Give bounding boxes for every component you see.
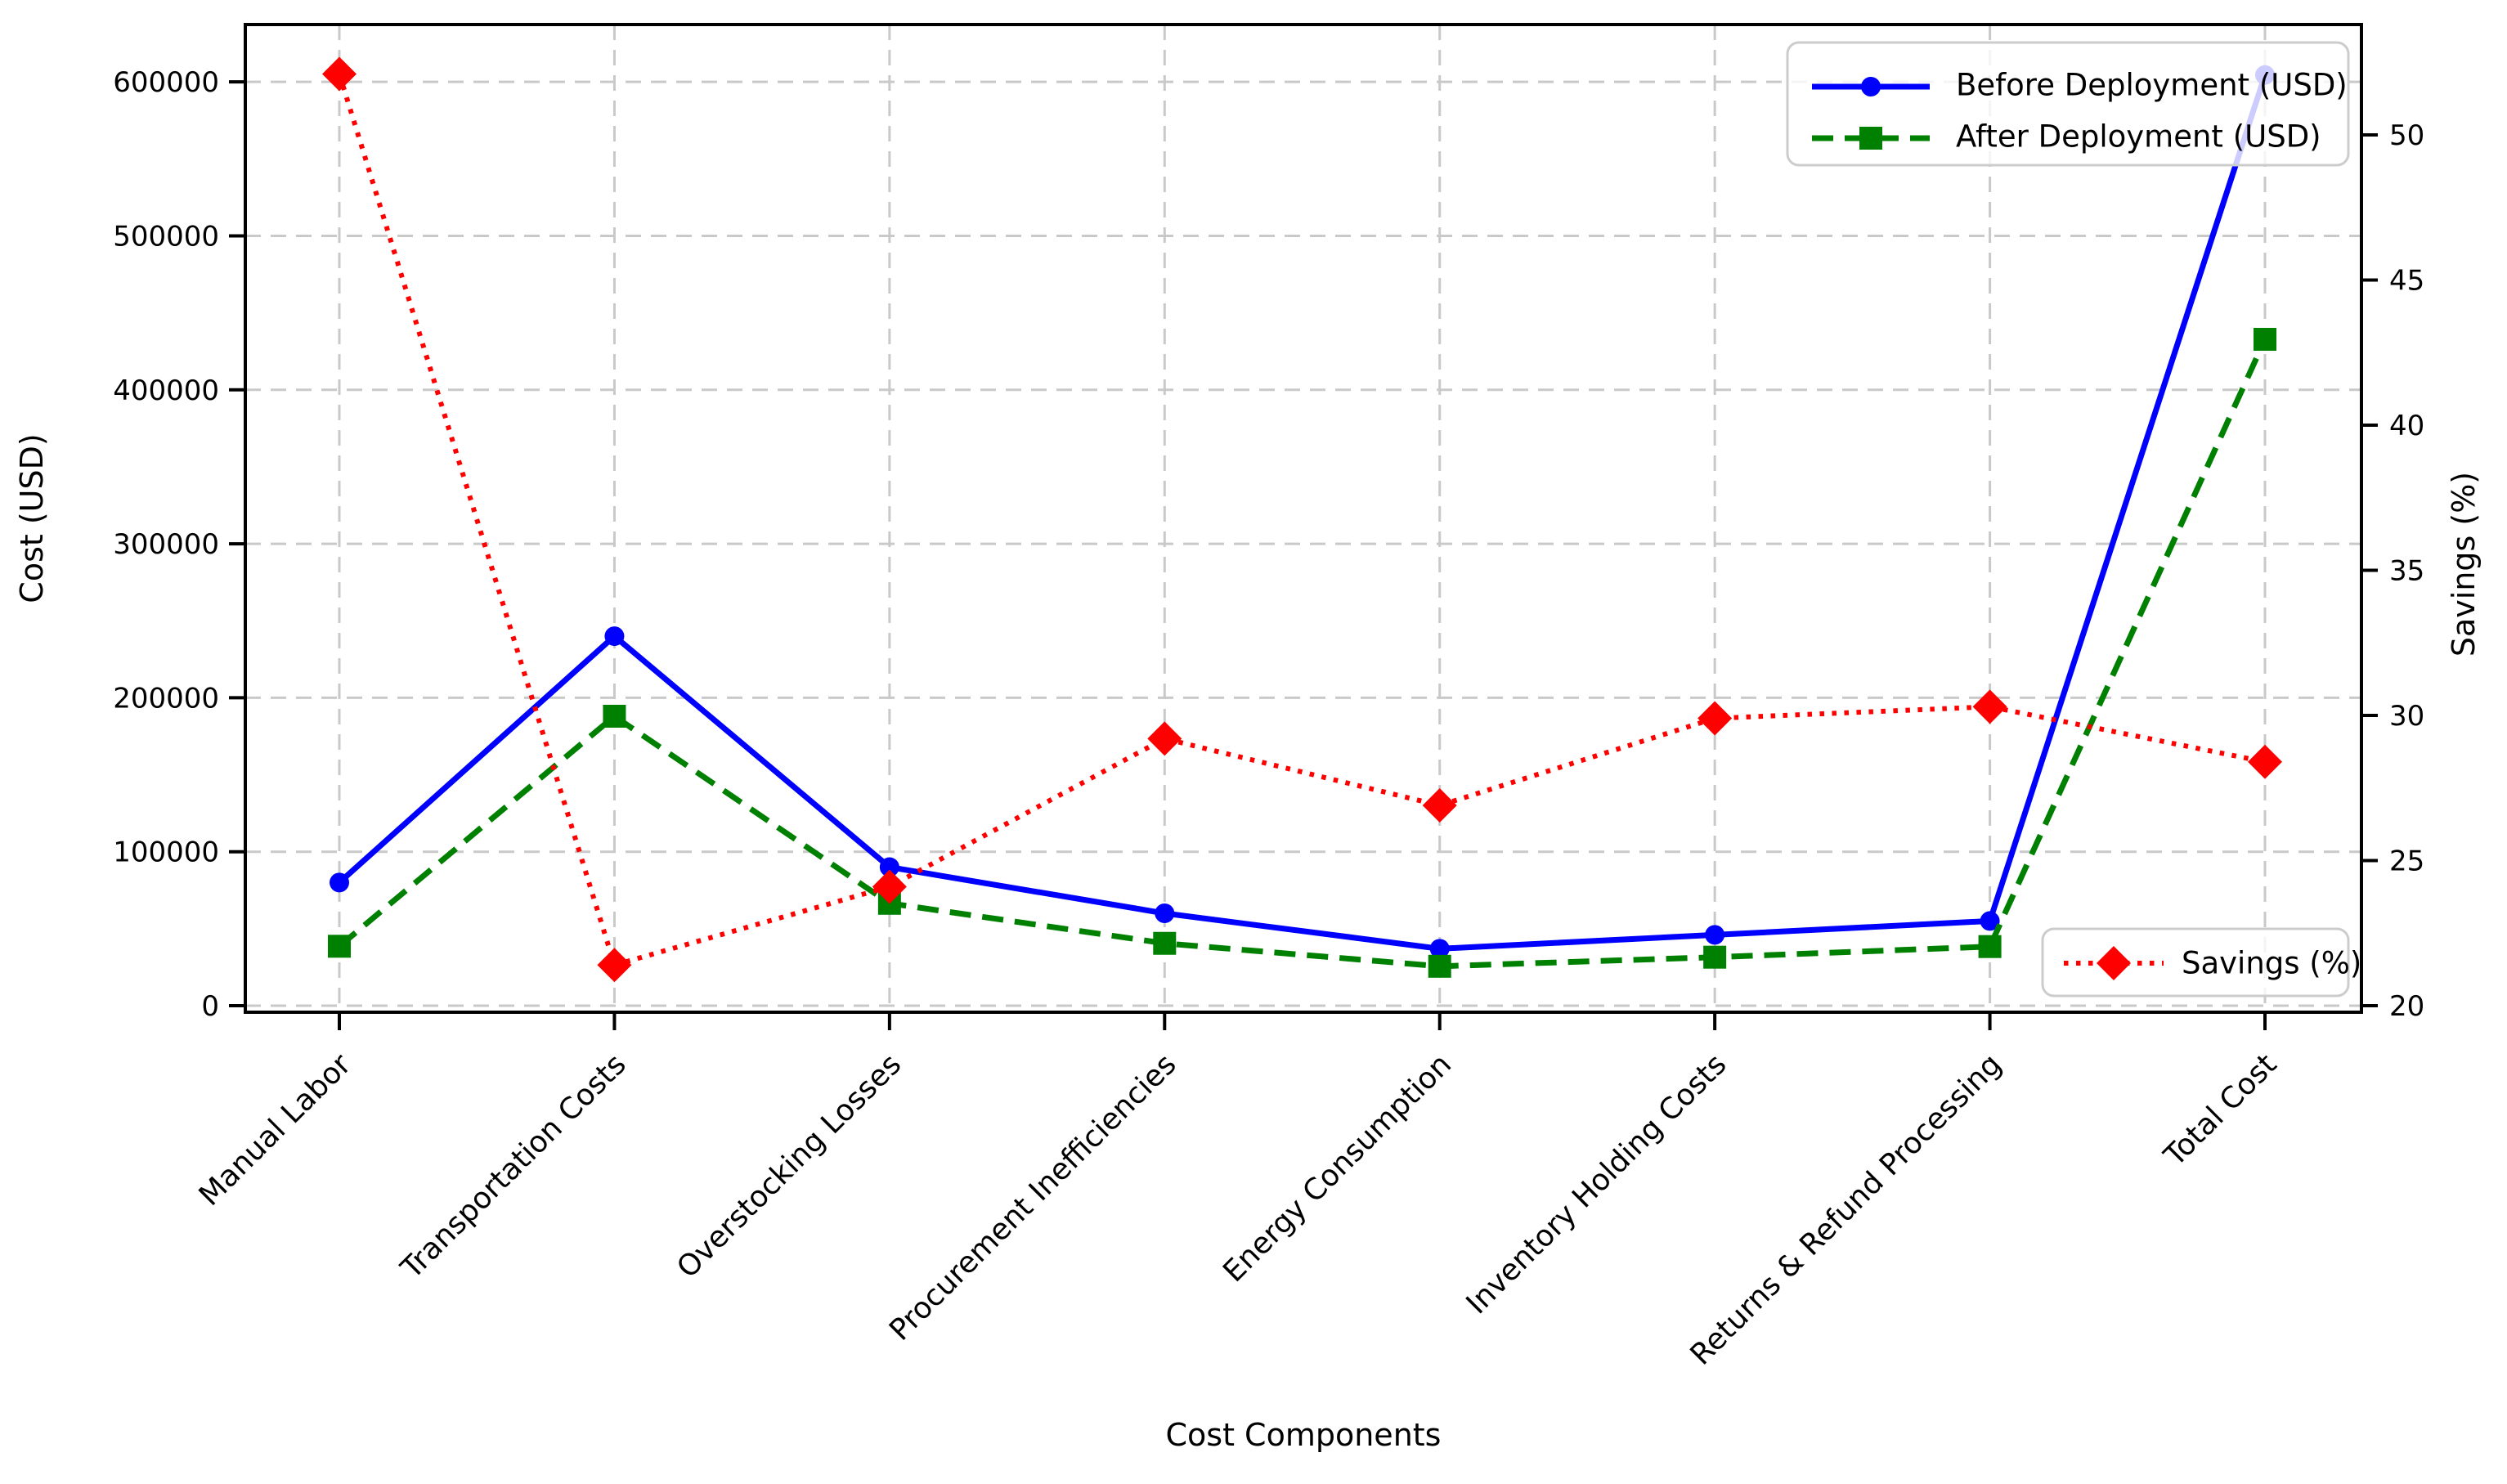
- y-tick-label-right: 35: [2389, 555, 2424, 588]
- legend-savings-series: Savings (%): [2041, 927, 2361, 998]
- legend-label-savings: Savings (%): [2182, 946, 2361, 981]
- series-circle: [330, 65, 2276, 959]
- legend-frame: [1786, 41, 2350, 167]
- data-point-circle: [604, 626, 625, 647]
- series-line: [337, 74, 2268, 952]
- data-point-square: [603, 704, 626, 728]
- data-point-square: [1153, 931, 1177, 955]
- data-point-circle: [1155, 903, 1175, 924]
- data-point-diamond: [1422, 788, 1457, 823]
- data-point-circle: [1705, 925, 1725, 945]
- y-tick-label-right: 20: [2389, 990, 2424, 1023]
- data-point-diamond: [1972, 689, 2007, 724]
- x-tick-label: Inventory Holding Costs: [1460, 1047, 1733, 1320]
- data-point-diamond: [597, 948, 632, 983]
- series-line: [337, 73, 2266, 968]
- data-point-diamond: [1147, 721, 1182, 756]
- data-point-circle: [1861, 77, 1881, 96]
- y-tick-label-left: 0: [201, 990, 219, 1023]
- data-point-diamond: [872, 869, 907, 904]
- x-tick-label: Transportation Costs: [394, 1047, 632, 1285]
- data-point-diamond: [2097, 946, 2131, 980]
- plot-border: [244, 23, 2363, 1014]
- legend-frame: [2041, 927, 2350, 998]
- x-tick-label: Energy Consumption: [1217, 1047, 1458, 1289]
- y-tick-label-right: 45: [2389, 265, 2424, 298]
- y-tick-label-right: 40: [2389, 410, 2424, 442]
- x-tick-label: Manual Labor: [193, 1047, 358, 1213]
- legend-sample-markers: [2064, 946, 2164, 980]
- data-point-circle: [879, 857, 899, 877]
- y-tick-label-left: 400000: [113, 374, 219, 407]
- x-tick-label: Procurement Inefficiencies: [883, 1047, 1183, 1347]
- y-axis-title-right: Savings (%): [2446, 472, 2482, 657]
- data-point-circle: [330, 872, 349, 893]
- data-point-diamond: [1697, 701, 1733, 736]
- legend-label-before: Before Deployment (USD): [1956, 68, 2348, 103]
- y-tick-label-left: 200000: [113, 682, 219, 715]
- data-point-square: [2254, 328, 2277, 352]
- data-point-square: [1859, 127, 1882, 150]
- data-point-diamond: [2248, 744, 2283, 779]
- x-tick-label: Total Cost: [2158, 1047, 2284, 1173]
- legend-label-after: After Deployment (USD): [1956, 119, 2321, 155]
- x-tick-label: Overstocking Losses: [670, 1047, 908, 1284]
- series-lines: [322, 56, 2283, 983]
- data-point-diamond: [322, 56, 357, 92]
- legend-sample-markers: [1812, 77, 1930, 150]
- y-tick-label-left: 500000: [113, 220, 219, 253]
- x-tick-label: Returns & Refund Processing: [1684, 1047, 2008, 1371]
- y-tick-label-left: 300000: [113, 528, 219, 561]
- plot-frame: [244, 23, 2363, 1014]
- y-tick-label-left: 600000: [113, 66, 219, 99]
- data-point-circle: [1980, 911, 2000, 931]
- series-diamond: [322, 56, 2283, 983]
- data-point-square: [1978, 935, 2002, 958]
- y-tick-label-right: 25: [2389, 845, 2424, 878]
- data-point-square: [328, 935, 351, 958]
- legend-cost-series: Before Deployment (USD) After Deployment…: [1786, 41, 2350, 167]
- data-point-circle: [1429, 939, 1450, 959]
- data-point-square: [1703, 945, 1727, 969]
- series-line: [337, 338, 2268, 970]
- gridlines: [245, 25, 2361, 1012]
- series-square: [328, 328, 2277, 978]
- y-tick-label-right: 50: [2389, 119, 2424, 152]
- y-axis-title-left: Cost (USD): [14, 433, 50, 603]
- y-tick-label-right: 30: [2389, 700, 2424, 733]
- x-axis-title: Cost Components: [1166, 1417, 1442, 1453]
- axis-ticks: 0 100000 200000 300000 400000 500000 600000 20 2…: [113, 66, 2424, 1372]
- data-point-square: [1428, 954, 1451, 978]
- y-tick-label-left: 100000: [113, 836, 219, 869]
